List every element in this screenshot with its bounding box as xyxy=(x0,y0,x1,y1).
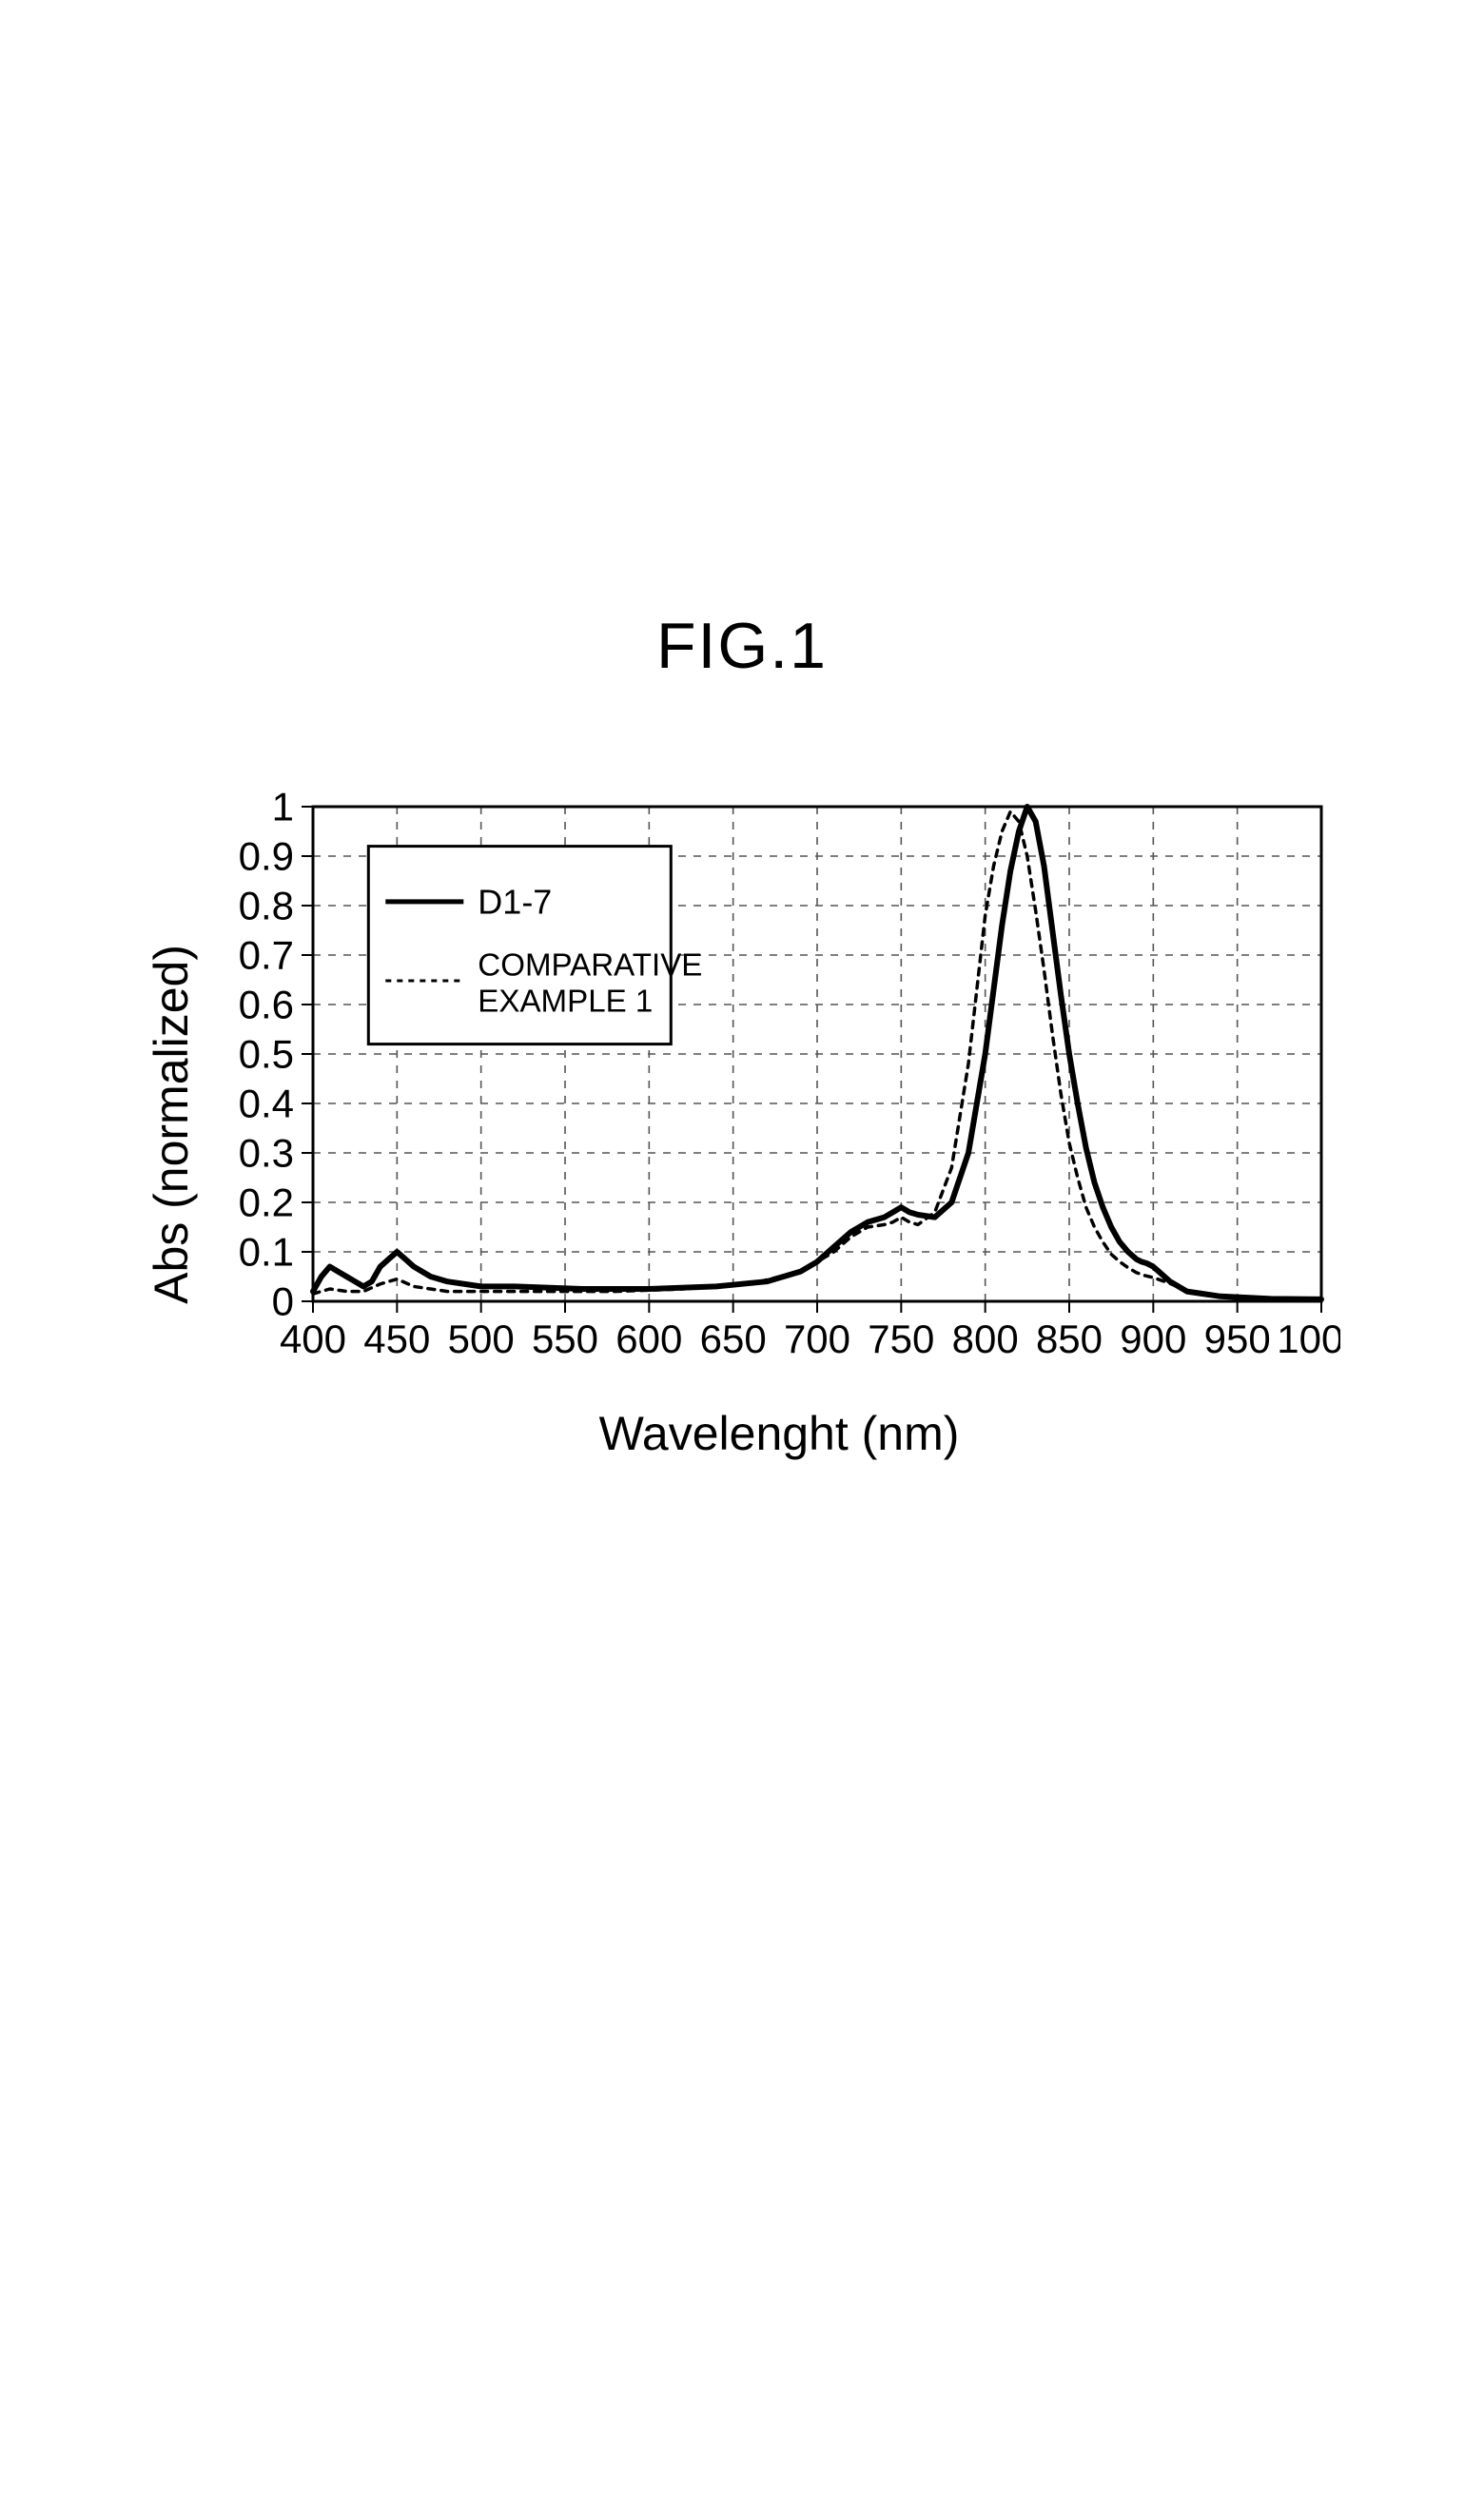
svg-text:0.7: 0.7 xyxy=(239,933,294,978)
svg-text:850: 850 xyxy=(1036,1317,1103,1361)
svg-text:1000: 1000 xyxy=(1277,1317,1340,1361)
svg-text:550: 550 xyxy=(532,1317,598,1361)
svg-text:0.8: 0.8 xyxy=(239,884,294,928)
svg-text:EXAMPLE 1: EXAMPLE 1 xyxy=(478,984,653,1019)
x-axis-label: Wavelenght (nm) xyxy=(218,1406,1340,1461)
svg-text:700: 700 xyxy=(784,1317,850,1361)
svg-text:0.9: 0.9 xyxy=(239,834,294,879)
svg-text:750: 750 xyxy=(868,1317,934,1361)
chart-column: 4004505005506006507007508008509009501000… xyxy=(218,788,1340,1461)
svg-text:600: 600 xyxy=(615,1317,682,1361)
svg-text:0.5: 0.5 xyxy=(239,1032,294,1077)
figure: FIG.1 Abs (normalized) 40045050055060065… xyxy=(144,609,1340,1461)
y-axis-label: Abs (normalized) xyxy=(144,945,199,1304)
svg-text:800: 800 xyxy=(952,1317,1019,1361)
absorbance-chart: 4004505005506006507007508008509009501000… xyxy=(218,788,1340,1377)
chart-wrap: Abs (normalized) 40045050055060065070075… xyxy=(144,788,1340,1461)
svg-text:0.3: 0.3 xyxy=(239,1131,294,1176)
svg-text:500: 500 xyxy=(448,1317,515,1361)
svg-text:0: 0 xyxy=(272,1279,294,1324)
svg-text:0.4: 0.4 xyxy=(239,1082,294,1126)
svg-text:D1-7: D1-7 xyxy=(478,882,552,921)
svg-text:0.6: 0.6 xyxy=(239,983,294,1027)
svg-text:1: 1 xyxy=(272,788,294,829)
svg-text:900: 900 xyxy=(1120,1317,1186,1361)
svg-text:650: 650 xyxy=(700,1317,767,1361)
svg-text:COMPARATIVE: COMPARATIVE xyxy=(478,948,702,984)
figure-title: FIG.1 xyxy=(656,609,828,683)
svg-text:0.1: 0.1 xyxy=(239,1230,294,1275)
page-root: FIG.1 Abs (normalized) 40045050055060065… xyxy=(0,0,1484,2517)
svg-text:950: 950 xyxy=(1204,1317,1271,1361)
svg-text:0.2: 0.2 xyxy=(239,1180,294,1225)
svg-text:450: 450 xyxy=(363,1317,430,1361)
